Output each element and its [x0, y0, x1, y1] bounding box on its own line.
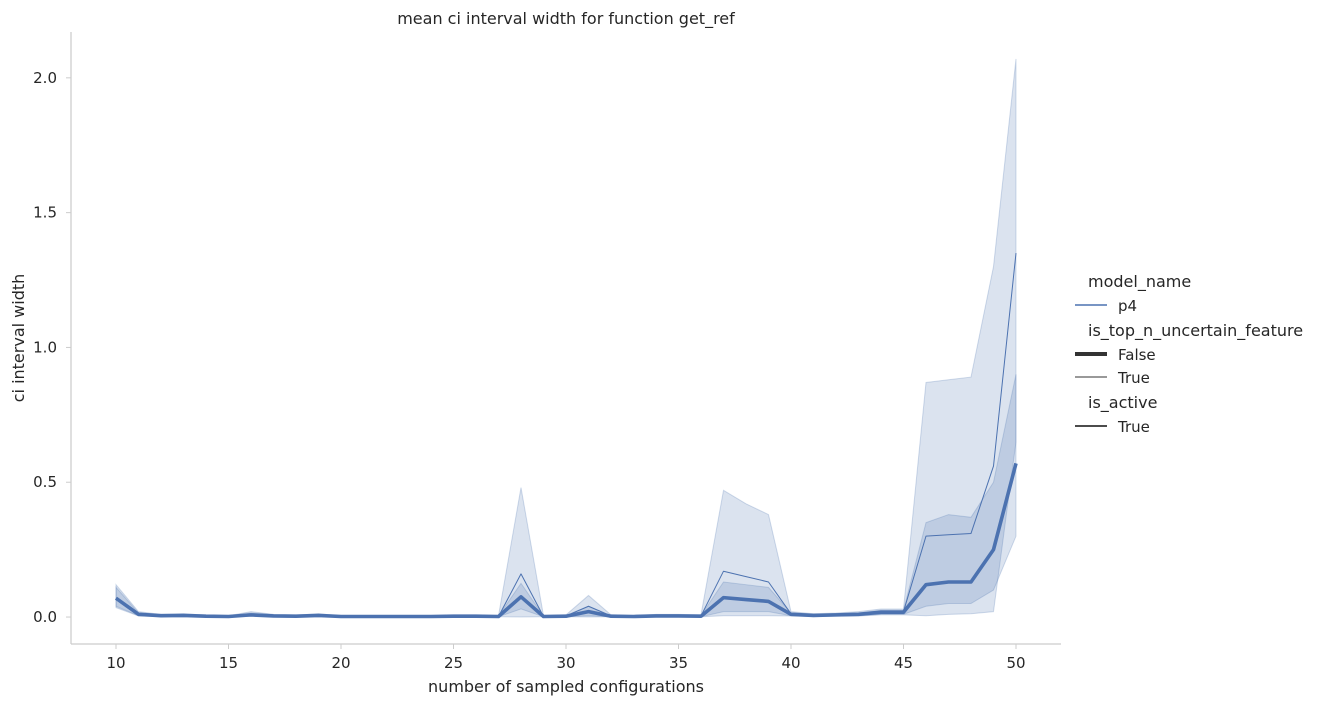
- y-axis-label: ci interval width: [9, 274, 28, 403]
- y-tick-label: 0.5: [33, 473, 57, 491]
- series-line-true: [115, 253, 1017, 617]
- y-tick-label: 1.5: [33, 204, 57, 222]
- x-ticks: 10 15 20 25 30 35 40 45 50: [106, 644, 1026, 672]
- x-tick-label: 25: [444, 654, 463, 672]
- legend-entry-label: True: [1117, 369, 1150, 387]
- x-tick-label: 15: [219, 654, 238, 672]
- x-tick-label: 10: [106, 654, 125, 672]
- x-axis-label: number of sampled configurations: [428, 677, 704, 696]
- y-tick-label: 1.0: [33, 338, 57, 356]
- series-line-false: [114, 462, 1018, 619]
- chart-title: mean ci interval width for function get_…: [397, 9, 735, 29]
- ci-band-true: [115, 58, 1017, 618]
- bands-layer: [115, 58, 1017, 618]
- x-tick-label: 50: [1006, 654, 1025, 672]
- legend-entry-label: p4: [1118, 297, 1137, 315]
- x-tick-label: 45: [894, 654, 913, 672]
- x-tick-label: 40: [781, 654, 800, 672]
- legend-group-title: model_name: [1088, 272, 1191, 292]
- y-ticks: 0.0 0.5 1.0 1.5 2.0: [33, 69, 71, 626]
- x-tick-label: 35: [669, 654, 688, 672]
- legend: model_name p4 is_top_n_uncertain_feature Fa…: [1075, 272, 1303, 436]
- ci-band-false: [115, 374, 1017, 618]
- legend-entry-label: False: [1118, 346, 1156, 364]
- legend-group-title: is_top_n_uncertain_feature: [1088, 321, 1303, 341]
- legend-entry-label: True: [1117, 418, 1150, 436]
- y-tick-label: 2.0: [33, 69, 57, 87]
- y-tick-label: 0.0: [33, 608, 57, 626]
- legend-group-title: is_active: [1088, 393, 1157, 413]
- x-tick-label: 30: [556, 654, 575, 672]
- lines-layer: [114, 253, 1018, 619]
- x-tick-label: 20: [331, 654, 350, 672]
